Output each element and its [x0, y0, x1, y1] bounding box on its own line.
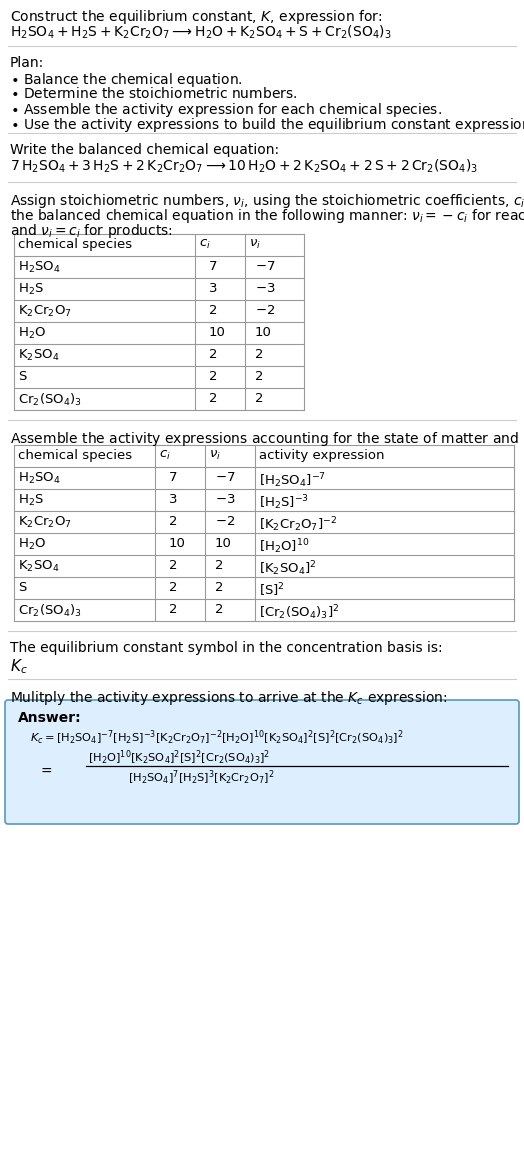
Text: 2: 2: [215, 603, 224, 616]
Text: $[\mathrm{Cr_2(SO_4)_3}]^{2}$: $[\mathrm{Cr_2(SO_4)_3}]^{2}$: [259, 603, 340, 622]
Text: $\mathrm{K_2Cr_2O_7}$: $\mathrm{K_2Cr_2O_7}$: [18, 304, 72, 319]
Text: $\bullet$ Assemble the activity expression for each chemical species.: $\bullet$ Assemble the activity expressi…: [10, 101, 442, 119]
Text: $\mathrm{S}$: $\mathrm{S}$: [18, 370, 28, 383]
Text: $\mathrm{K_2SO_4}$: $\mathrm{K_2SO_4}$: [18, 559, 59, 574]
Text: 3: 3: [169, 493, 178, 506]
Text: activity expression: activity expression: [259, 449, 385, 463]
Text: Construct the equilibrium constant, $K$, expression for:: Construct the equilibrium constant, $K$,…: [10, 8, 383, 26]
Text: $[\mathrm{H_2O}]^{10}$: $[\mathrm{H_2O}]^{10}$: [259, 537, 309, 556]
Text: $\nu_i$: $\nu_i$: [249, 238, 261, 252]
Text: $[\mathrm{H_2SO_4}]^{7}[\mathrm{H_2S}]^{3}[\mathrm{K_2Cr_2O_7}]^{2}$: $[\mathrm{H_2SO_4}]^{7}[\mathrm{H_2S}]^{…: [128, 769, 275, 788]
Text: Mulitply the activity expressions to arrive at the $K_c$ expression:: Mulitply the activity expressions to arr…: [10, 689, 447, 707]
Text: $\mathrm{Cr_2(SO_4)_3}$: $\mathrm{Cr_2(SO_4)_3}$: [18, 391, 82, 408]
Text: 7: 7: [209, 260, 217, 273]
Text: 3: 3: [209, 282, 217, 295]
Text: 2: 2: [169, 581, 178, 594]
Text: $-2$: $-2$: [215, 515, 235, 528]
Text: $[\mathrm{K_2Cr_2O_7}]^{-2}$: $[\mathrm{K_2Cr_2O_7}]^{-2}$: [259, 515, 337, 534]
Text: 2: 2: [215, 581, 224, 594]
Text: $K_c$: $K_c$: [10, 657, 28, 676]
Text: 2: 2: [209, 370, 217, 383]
Text: $-3$: $-3$: [255, 282, 276, 295]
Text: $\mathrm{K_2SO_4}$: $\mathrm{K_2SO_4}$: [18, 348, 59, 363]
Text: $K_c = [\mathrm{H_2SO_4}]^{-7}[\mathrm{H_2S}]^{-3}[\mathrm{K_2Cr_2O_7}]^{-2}[\ma: $K_c = [\mathrm{H_2SO_4}]^{-7}[\mathrm{H…: [30, 729, 404, 748]
Text: $\mathrm{H_2SO_4}$: $\mathrm{H_2SO_4}$: [18, 471, 61, 486]
Text: $c_i$: $c_i$: [159, 449, 171, 463]
Text: $[\mathrm{H_2S}]^{-3}$: $[\mathrm{H_2S}]^{-3}$: [259, 493, 309, 511]
Text: the balanced chemical equation in the following manner: $\nu_i = -c_i$ for react: the balanced chemical equation in the fo…: [10, 207, 524, 225]
Text: $-7$: $-7$: [215, 471, 235, 483]
Text: 2: 2: [255, 391, 264, 405]
Text: $[\mathrm{S}]^{2}$: $[\mathrm{S}]^{2}$: [259, 581, 285, 599]
Text: $-7$: $-7$: [255, 260, 276, 273]
Text: $-3$: $-3$: [215, 493, 235, 506]
Text: $\bullet$ Determine the stoichiometric numbers.: $\bullet$ Determine the stoichiometric n…: [10, 86, 298, 101]
Text: 2: 2: [255, 370, 264, 383]
Text: Plan:: Plan:: [10, 56, 44, 70]
Text: $c_i$: $c_i$: [199, 238, 211, 252]
Text: 2: 2: [255, 348, 264, 361]
Text: $=$: $=$: [38, 763, 53, 777]
Text: $[\mathrm{K_2SO_4}]^{2}$: $[\mathrm{K_2SO_4}]^{2}$: [259, 559, 316, 578]
Text: 10: 10: [255, 326, 272, 339]
Text: 2: 2: [209, 304, 217, 317]
FancyBboxPatch shape: [5, 700, 519, 824]
Text: Write the balanced chemical equation:: Write the balanced chemical equation:: [10, 143, 279, 157]
Text: 10: 10: [209, 326, 226, 339]
Text: 10: 10: [215, 537, 232, 550]
Text: 2: 2: [209, 391, 217, 405]
Text: $\nu_i$: $\nu_i$: [209, 449, 221, 463]
Text: $\mathrm{H_2O}$: $\mathrm{H_2O}$: [18, 537, 46, 552]
Text: $[\mathrm{H_2O}]^{10}[\mathrm{K_2SO_4}]^{2}[\mathrm{S}]^{2}[\mathrm{Cr_2(SO_4)_3: $[\mathrm{H_2O}]^{10}[\mathrm{K_2SO_4}]^…: [88, 749, 270, 768]
Text: The equilibrium constant symbol in the concentration basis is:: The equilibrium constant symbol in the c…: [10, 641, 443, 655]
Text: $\bullet$ Use the activity expressions to build the equilibrium constant express: $\bullet$ Use the activity expressions t…: [10, 116, 524, 134]
Text: Assign stoichiometric numbers, $\nu_i$, using the stoichiometric coefficients, $: Assign stoichiometric numbers, $\nu_i$, …: [10, 192, 524, 210]
Text: 2: 2: [215, 559, 224, 572]
Text: 7: 7: [169, 471, 178, 483]
Text: $\mathrm{H_2SO_4 + H_2S + K_2Cr_2O_7 \longrightarrow H_2O + K_2SO_4 + S + Cr_2(S: $\mathrm{H_2SO_4 + H_2S + K_2Cr_2O_7 \lo…: [10, 24, 391, 42]
Text: 2: 2: [169, 603, 178, 616]
Text: 2: 2: [169, 559, 178, 572]
Text: 2: 2: [209, 348, 217, 361]
Text: Answer:: Answer:: [18, 711, 82, 725]
Text: chemical species: chemical species: [18, 449, 132, 463]
Text: $\mathrm{7\,H_2SO_4 + 3\,H_2S + 2\,K_2Cr_2O_7 \longrightarrow 10\,H_2O + 2\,K_2S: $\mathrm{7\,H_2SO_4 + 3\,H_2S + 2\,K_2Cr…: [10, 158, 478, 176]
Text: $[\mathrm{H_2SO_4}]^{-7}$: $[\mathrm{H_2SO_4}]^{-7}$: [259, 471, 326, 489]
Text: $\mathrm{H_2O}$: $\mathrm{H_2O}$: [18, 326, 46, 341]
Text: 10: 10: [169, 537, 186, 550]
Text: $\mathrm{H_2SO_4}$: $\mathrm{H_2SO_4}$: [18, 260, 61, 275]
Text: and $\nu_i = c_i$ for products:: and $\nu_i = c_i$ for products:: [10, 223, 173, 240]
Text: 2: 2: [169, 515, 178, 528]
Text: $\mathrm{S}$: $\mathrm{S}$: [18, 581, 28, 594]
Text: $\mathrm{Cr_2(SO_4)_3}$: $\mathrm{Cr_2(SO_4)_3}$: [18, 603, 82, 619]
Text: Assemble the activity expressions accounting for the state of matter and $\nu_i$: Assemble the activity expressions accoun…: [10, 430, 524, 449]
Text: chemical species: chemical species: [18, 238, 132, 250]
Text: $-2$: $-2$: [255, 304, 275, 317]
Text: $\mathrm{H_2S}$: $\mathrm{H_2S}$: [18, 282, 44, 297]
Text: $\mathrm{H_2S}$: $\mathrm{H_2S}$: [18, 493, 44, 508]
Text: $\mathrm{K_2Cr_2O_7}$: $\mathrm{K_2Cr_2O_7}$: [18, 515, 72, 530]
Text: $\bullet$ Balance the chemical equation.: $\bullet$ Balance the chemical equation.: [10, 71, 243, 89]
